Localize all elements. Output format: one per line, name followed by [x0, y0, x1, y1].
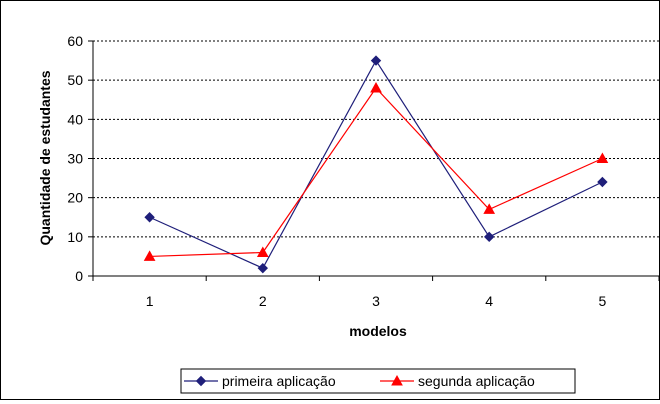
- y-tick-label: 60: [67, 33, 83, 49]
- data-point: [370, 81, 382, 93]
- series-1: [144, 55, 608, 274]
- data-point: [596, 152, 609, 163]
- y-tick-label: 30: [67, 151, 83, 167]
- x-tick-label: 5: [599, 293, 607, 309]
- data-point: [143, 250, 156, 261]
- series-line: [149, 87, 603, 258]
- series-2: [143, 81, 609, 261]
- y-tick-label: 20: [67, 190, 83, 206]
- y-tick-label: 0: [75, 268, 83, 284]
- data-point: [144, 212, 155, 223]
- x-tick-label: 2: [259, 293, 267, 309]
- x-tick-label: 4: [485, 293, 493, 309]
- series-layer: [143, 55, 609, 274]
- y-tick-label: 10: [67, 229, 83, 245]
- x-tick-label: 3: [372, 293, 380, 309]
- axes: 0 10 20 30 40 50 60 1 2 3 4 5: [67, 33, 660, 309]
- data-point: [256, 246, 269, 257]
- data-point: [370, 55, 382, 66]
- legend-marker: [391, 374, 403, 386]
- data-point: [597, 176, 608, 188]
- x-axis-label: modelos: [349, 323, 407, 339]
- data-point: [483, 231, 495, 243]
- legend-marker: [195, 375, 207, 387]
- y-axis-label: Quantidade de estudantes: [37, 70, 53, 245]
- legend-label: segunda aplicação: [418, 373, 535, 389]
- legend: primeira aplicação segunda aplicação: [180, 368, 576, 394]
- y-tick-label: 50: [67, 72, 83, 88]
- data-point: [483, 203, 496, 214]
- data-point: [257, 262, 269, 274]
- gridlines: [93, 40, 659, 238]
- y-tick-label: 40: [67, 111, 83, 127]
- x-tick-label: 1: [146, 293, 154, 309]
- legend-label: primeira aplicação: [222, 373, 336, 389]
- legend-box: [180, 368, 576, 394]
